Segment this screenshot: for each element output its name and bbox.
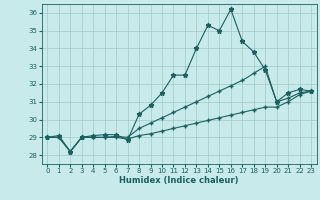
X-axis label: Humidex (Indice chaleur): Humidex (Indice chaleur) xyxy=(119,176,239,185)
